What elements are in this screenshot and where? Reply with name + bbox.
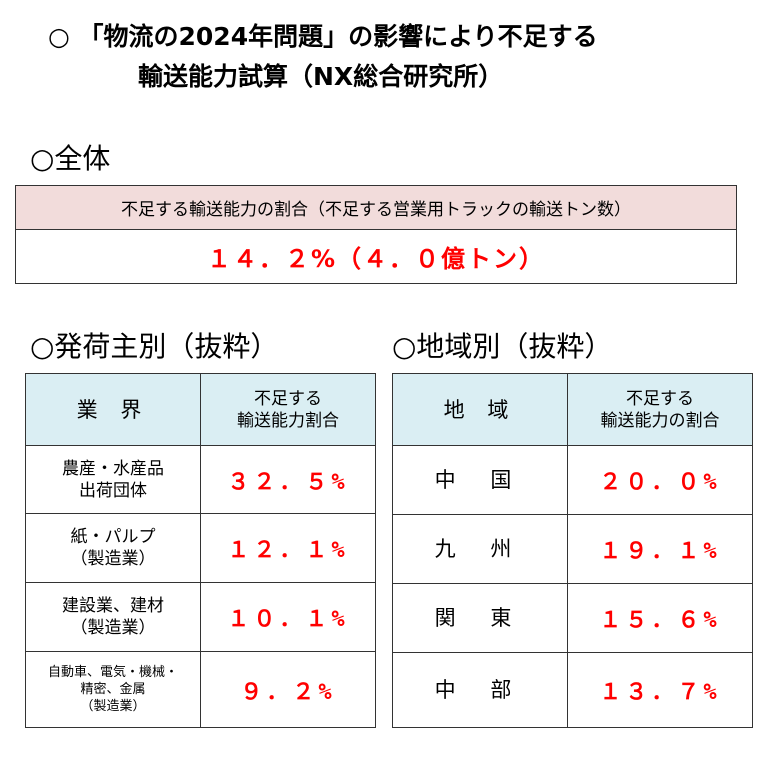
overall-box: 不足する輸送能力の割合（不足する営業用トラックの輸送トン数） １４．２%（４．０… (15, 185, 737, 284)
industry-name: 紙・パルプ （製造業） (25, 513, 201, 583)
table-row: 紙・パルプ （製造業） １２．１% (25, 513, 376, 583)
table-row: 中 部 １３．７% (392, 652, 753, 728)
table-row: 建設業、建材 （製造業） １０．１% (25, 582, 376, 652)
shortage-col-header: 不足する 輸送能力の割合 (567, 373, 753, 446)
industry-header-row: 業 界 不足する 輸送能力割合 (25, 373, 376, 446)
industry-name: 自動車、電気・機械・ 精密、金属 （製造業） (25, 651, 201, 728)
region-name: 九 州 (392, 514, 568, 584)
region-name: 中 国 (392, 445, 568, 515)
region-value: ２０．０% (567, 445, 753, 515)
industry-value: ３２．５% (200, 445, 376, 514)
overall-section-label: ○全体 (30, 142, 111, 175)
industry-name: 農産・水産品 出荷団体 (25, 445, 201, 514)
industry-table: 業 界 不足する 輸送能力割合 農産・水産品 出荷団体 ３２．５% 紙・パルプ … (25, 373, 376, 728)
region-value: １３．７% (567, 652, 753, 728)
title-line-2: 輸送能力試算（NX総合研究所） (138, 62, 504, 91)
table-row: 九 州 １９．１% (392, 514, 753, 584)
region-name: 中 部 (392, 652, 568, 728)
region-section-label: ○地域別（抜粋） (392, 330, 613, 363)
region-header-row: 地 域 不足する 輸送能力の割合 (392, 373, 753, 446)
region-value: １９．１% (567, 514, 753, 584)
table-row: 自動車、電気・機械・ 精密、金属 （製造業） ９．２% (25, 651, 376, 728)
industry-name: 建設業、建材 （製造業） (25, 582, 201, 652)
title-line-1: ○ 「物流の2024年問題」の影響により不足する (48, 22, 598, 51)
overall-header: 不足する輸送能力の割合（不足する営業用トラックの輸送トン数） (16, 186, 736, 230)
table-row: 中 国 ２０．０% (392, 445, 753, 515)
shortage-col-header: 不足する 輸送能力割合 (200, 373, 376, 446)
table-row: 農産・水産品 出荷団体 ３２．５% (25, 445, 376, 514)
table-row: 関 東 １５．６% (392, 583, 753, 653)
industry-value: １２．１% (200, 513, 376, 583)
industry-value: １０．１% (200, 582, 376, 652)
region-name: 関 東 (392, 583, 568, 653)
industry-section-label: ○発荷主別（抜粋） (30, 330, 279, 363)
industry-col-header: 業 界 (25, 373, 201, 446)
region-table: 地 域 不足する 輸送能力の割合 中 国 ２０．０% 九 州 １９．１% 関 東… (392, 373, 753, 728)
region-col-header: 地 域 (392, 373, 568, 446)
overall-value: １４．２%（４．０億トン） (206, 245, 546, 273)
industry-value: ９．２% (200, 651, 376, 728)
region-value: １５．６% (567, 583, 753, 653)
